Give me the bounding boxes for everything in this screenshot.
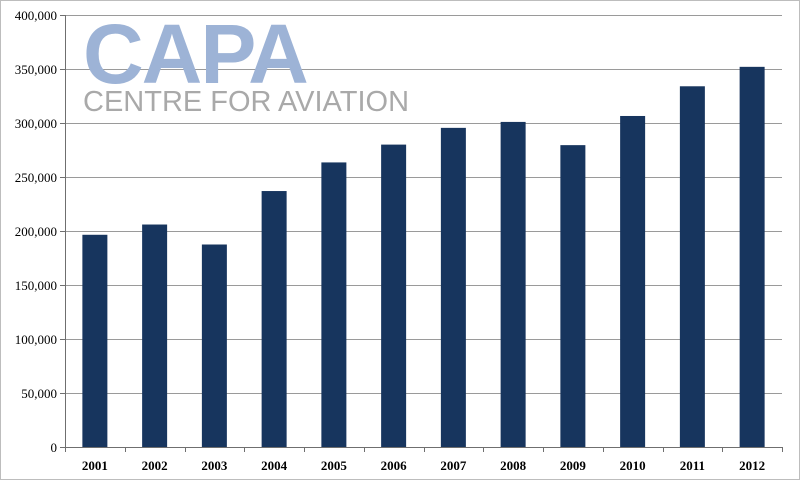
x-tick-label: 2009	[560, 458, 587, 473]
y-tick-label: 100,000	[15, 332, 57, 347]
bar-2010	[620, 115, 646, 447]
capa-logo-text: CAPA	[83, 7, 307, 101]
y-tick-label: 150,000	[15, 278, 57, 293]
bar-2007	[440, 127, 466, 448]
bar-2001	[82, 234, 108, 447]
x-tick-label: 2002	[142, 458, 168, 473]
x-tick-label: 2011	[680, 458, 705, 473]
bar-2011	[679, 86, 705, 447]
x-tick-label: 2006	[381, 458, 408, 473]
bars	[82, 66, 765, 448]
x-tick-label: 2005	[321, 458, 348, 473]
x-tick-label: 2012	[739, 458, 765, 473]
y-tick-label: 50,000	[21, 386, 57, 401]
gridlines	[65, 15, 782, 394]
bar-2009	[560, 145, 586, 447]
x-tick-label: 2007	[440, 458, 467, 473]
y-tick-label: 200,000	[15, 224, 57, 239]
x-tick-label: 2003	[201, 458, 228, 473]
bar-2004	[261, 191, 287, 447]
bar-2003	[201, 244, 227, 447]
y-tick-label: 300,000	[15, 116, 57, 131]
bar-2006	[381, 144, 407, 447]
x-tick-label: 2001	[82, 458, 108, 473]
x-axis-tick-labels: 2001 2002 2003 2004 2005 2006 2007 2008 2009 2010…	[82, 458, 765, 473]
y-tick-label: 250,000	[15, 170, 57, 185]
x-tick-label: 2010	[620, 458, 646, 473]
bar-2005	[321, 162, 347, 448]
bar-2002	[142, 224, 168, 447]
y-tick-label: 0	[51, 440, 58, 455]
x-tick-label: 2008	[500, 458, 527, 473]
bar-2012	[739, 66, 765, 447]
capa-watermark: CAPA CENTRE FOR AVIATION	[83, 7, 409, 118]
y-tick-label: 350,000	[15, 62, 57, 77]
y-axis-tick-labels: 0 50,000 100,000 150,000 200,000 250,000 300,0…	[15, 8, 57, 455]
y-tick-label: 400,000	[15, 8, 57, 23]
x-tick-label: 2004	[261, 458, 288, 473]
capa-tagline: CENTRE FOR AVIATION	[83, 86, 409, 118]
bar-2008	[500, 121, 526, 448]
axes	[60, 15, 783, 452]
